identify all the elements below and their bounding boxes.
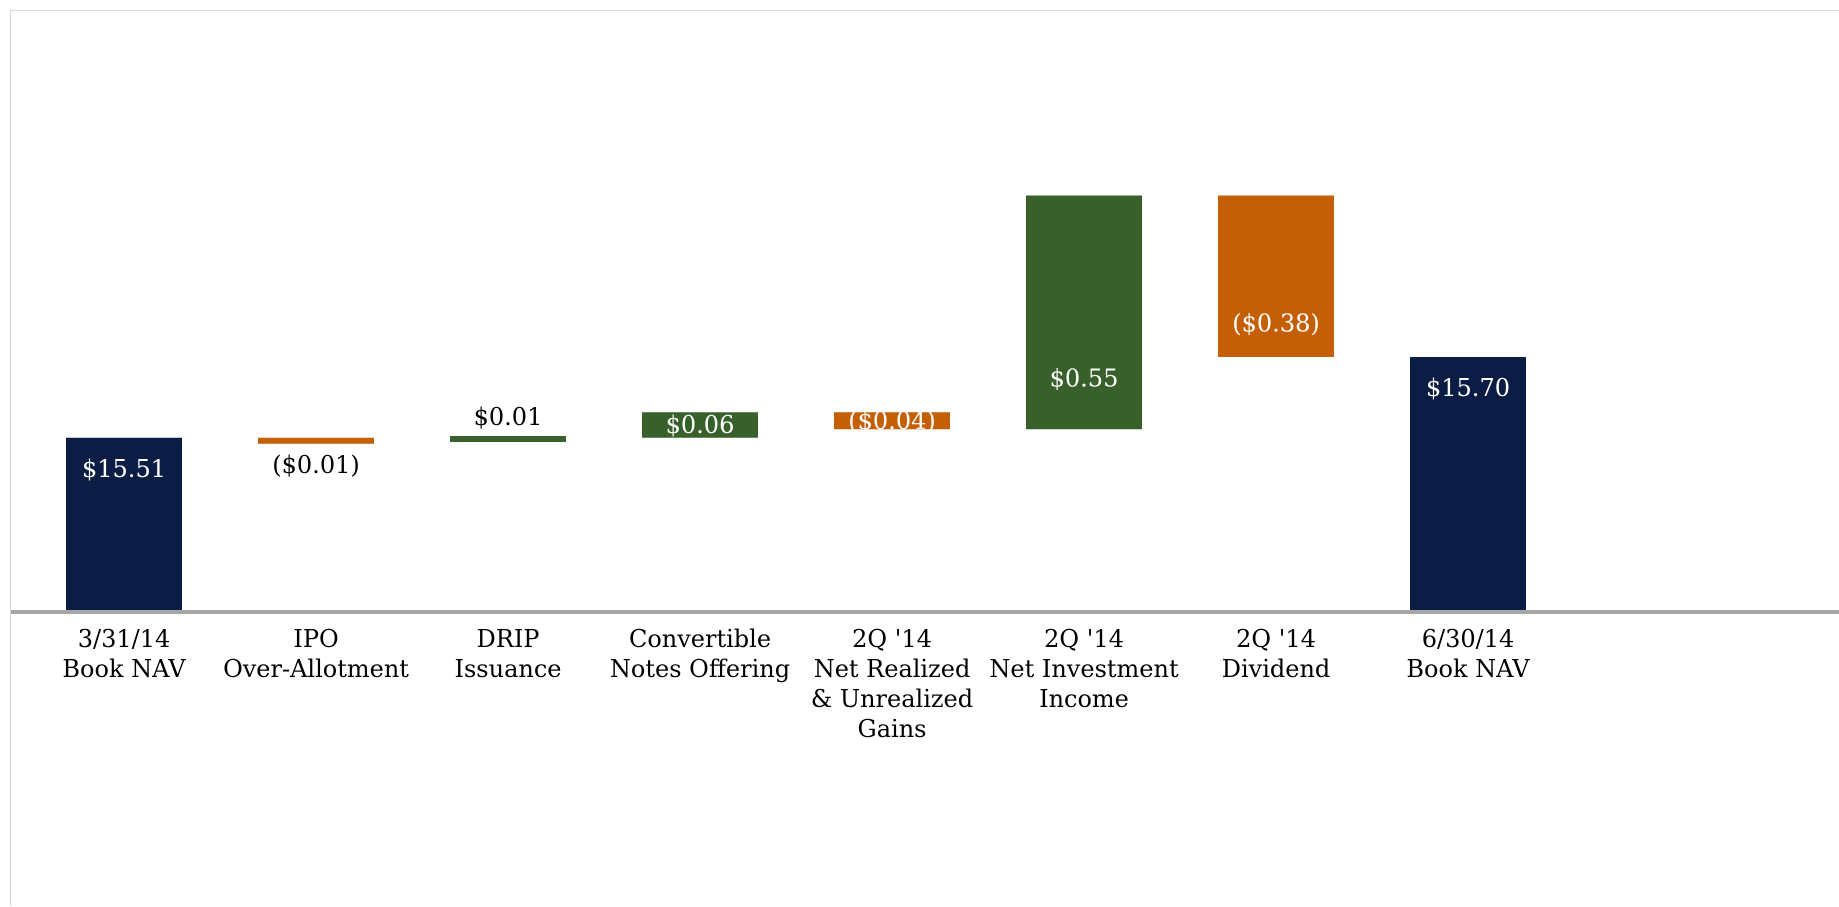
x-tick-label-line: & Unrealized — [811, 685, 973, 713]
bar-6 — [1218, 195, 1334, 357]
x-tick-label-line: Issuance — [455, 655, 562, 683]
x-tick-label-line: 2Q '14 — [852, 625, 932, 653]
x-tick-label-line: 2Q '14 — [1044, 625, 1124, 653]
x-tick-label-line: Dividend — [1222, 655, 1331, 683]
x-tick-label-line: Income — [1039, 685, 1129, 713]
x-tick-label-line: Over-Allotment — [223, 655, 409, 683]
data-label-6: ($0.38) — [1232, 310, 1319, 338]
data-label-4: ($0.04) — [848, 407, 935, 435]
bar-3 — [642, 412, 758, 438]
x-tick-label-line: Book NAV — [1406, 655, 1530, 683]
x-tick-label-0: 3/31/14 Book NAV — [62, 625, 186, 683]
bar-1 — [258, 437, 374, 444]
x-tick-label-line: 2Q '14 — [1236, 625, 1316, 653]
x-tick-label-4: 2Q '14 Net Realized & Unrealized Gains — [811, 625, 973, 743]
waterfall-chart: $15.51 ($0.01) $0.01 $0.06 ($0.04) $0.55 ($0.3… — [11, 195, 1839, 743]
data-label-5: $0.55 — [1050, 365, 1119, 393]
x-tick-label-7: 6/30/14 Book NAV — [1406, 625, 1530, 683]
x-tick-label-line: Convertible — [629, 625, 771, 653]
x-tick-label-line: Net Realized — [814, 655, 971, 683]
data-label-2: $0.01 — [474, 403, 543, 431]
data-labels-layer: $15.51 ($0.01) $0.01 $0.06 ($0.04) $0.55 ($0.3… — [82, 310, 1510, 483]
x-tick-label-line: 6/30/14 — [1422, 625, 1515, 653]
bar-0 — [66, 437, 182, 612]
x-tick-label-line: 3/31/14 — [78, 625, 171, 653]
x-tick-label-line: Notes Offering — [610, 655, 790, 683]
x-tick-label-1: IPO Over-Allotment — [223, 625, 409, 683]
x-tick-label-line: IPO — [293, 625, 338, 653]
x-tick-label-line: DRIP — [477, 625, 540, 653]
data-label-7: $15.70 — [1426, 374, 1510, 402]
data-label-1: ($0.01) — [272, 451, 359, 479]
data-label-3: $0.06 — [666, 411, 735, 439]
x-tick-label-line: Gains — [858, 715, 927, 743]
bar-5 — [1026, 195, 1142, 430]
x-tick-label-5: 2Q '14 Net Investment Income — [989, 625, 1179, 713]
chart-frame: $15.51 ($0.01) $0.01 $0.06 ($0.04) $0.55 ($0.3… — [10, 10, 1839, 906]
x-tick-label-line: Net Investment — [989, 655, 1179, 683]
x-tick-label-3: Convertible Notes Offering — [610, 625, 790, 683]
bar-2 — [450, 436, 566, 442]
x-tick-label-2: DRIP Issuance — [455, 625, 562, 683]
bar-4 — [834, 412, 950, 430]
x-tick-label-6: 2Q '14 Dividend — [1222, 625, 1331, 683]
data-label-0: $15.51 — [82, 455, 166, 483]
bars-layer — [66, 195, 1526, 612]
x-tick-label-line: Book NAV — [62, 655, 186, 683]
bar-7 — [1410, 357, 1526, 612]
